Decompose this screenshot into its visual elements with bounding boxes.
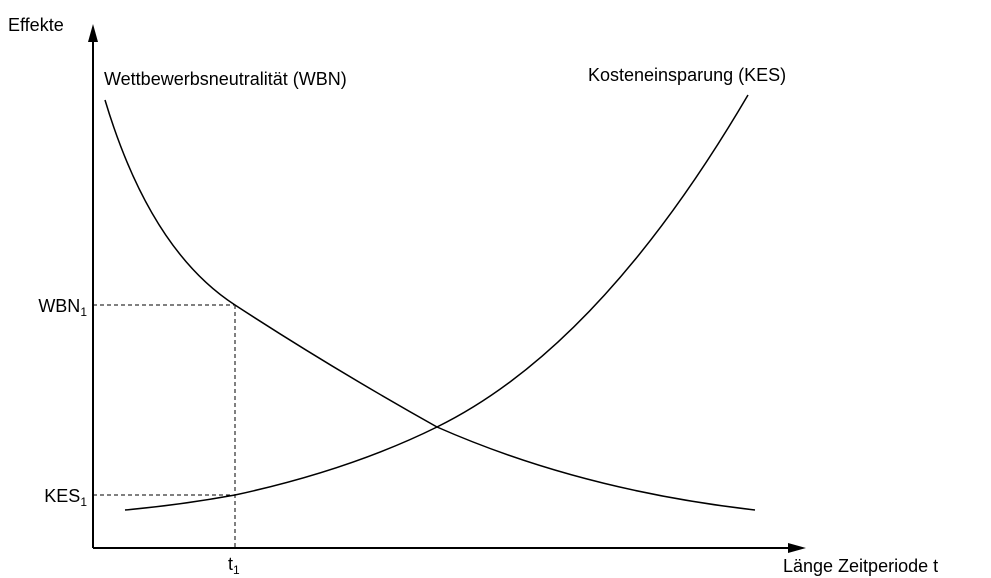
y-axis-arrow [88,24,98,42]
x-axis-arrow [788,543,806,553]
t1-subscript: 1 [233,563,240,577]
kes-curve-label: Kosteneinsparung (KES) [588,65,786,85]
wbn-curve-label: Wettbewerbsneutralität (WBN) [104,69,347,89]
kes-curve [124,94,749,511]
t1-label: t1 [228,554,240,577]
kes1-text: KES [44,486,80,506]
kes1-subscript: 1 [80,495,87,509]
y-axis-label: Effekte [8,15,64,35]
wbn1-label: WBN1 [38,296,87,319]
wbn1-text: WBN [38,296,80,316]
x-axis-label: Länge Zeitperiode t [783,556,938,576]
wbn1-subscript: 1 [80,305,87,319]
wbn-curve [104,99,756,511]
kes1-label: KES1 [44,486,87,509]
t1-text: t [228,554,233,574]
